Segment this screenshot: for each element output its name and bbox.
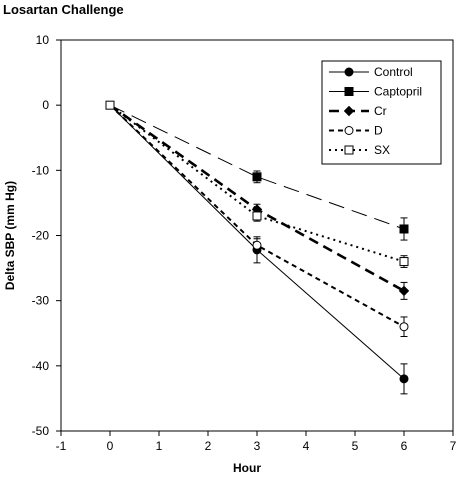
point-sx [252, 211, 262, 221]
legend: Control Captopril Cr D SX [321, 60, 442, 165]
x-tick-label: 7 [450, 439, 457, 453]
y-tick-label: -30 [32, 294, 50, 308]
x-axis-label: Hour [233, 461, 261, 475]
chart-title: Losartan Challenge [3, 2, 124, 17]
x-tick-label: -1 [56, 439, 67, 453]
series-line-d [109, 104, 405, 328]
y-axis-label: Delta SBP (mm Hg) [3, 181, 17, 290]
point-d [252, 240, 262, 250]
y-tick-label: 10 [36, 33, 50, 47]
series-line-captopril [109, 104, 405, 230]
y-tick-label: -10 [32, 163, 50, 177]
point-sx [105, 100, 115, 110]
y-tick-label: -50 [32, 424, 50, 438]
series-sx [105, 100, 409, 268]
legend-label-cr: Cr [374, 104, 387, 118]
point-cr [398, 285, 410, 297]
legend-label-d: D [374, 124, 383, 138]
legend-label-captopril: Captopril [374, 85, 422, 99]
legend-marker-d [344, 126, 354, 135]
legend-marker-control [344, 67, 354, 77]
y-tick-label: -40 [32, 359, 50, 373]
legend-marker-cr [343, 105, 355, 117]
legend-label-sx: SX [374, 143, 390, 157]
series-d [109, 104, 409, 338]
x-tick-label: 3 [254, 439, 261, 453]
y-tick-label: 0 [42, 98, 49, 112]
point-control [399, 374, 409, 384]
point-captopril [252, 172, 262, 182]
legend-label-control: Control [374, 65, 413, 79]
x-tick-label: 1 [156, 439, 163, 453]
y-tick-label: -20 [32, 229, 50, 243]
x-tick-label: 5 [352, 439, 359, 453]
point-captopril [399, 224, 409, 234]
series-captopril [109, 104, 409, 241]
series-line-sx [109, 104, 405, 263]
series-layer [105, 100, 410, 395]
x-tick-label: 4 [303, 439, 310, 453]
point-d [399, 322, 409, 332]
x-tick-label: 6 [401, 439, 408, 453]
x-tick-label: 0 [107, 439, 114, 453]
legend-marker-sx [344, 145, 354, 155]
x-tick-label: 2 [205, 439, 212, 453]
legend-marker-captopril [344, 87, 354, 96]
legend-box [321, 60, 442, 165]
point-sx [399, 257, 409, 267]
